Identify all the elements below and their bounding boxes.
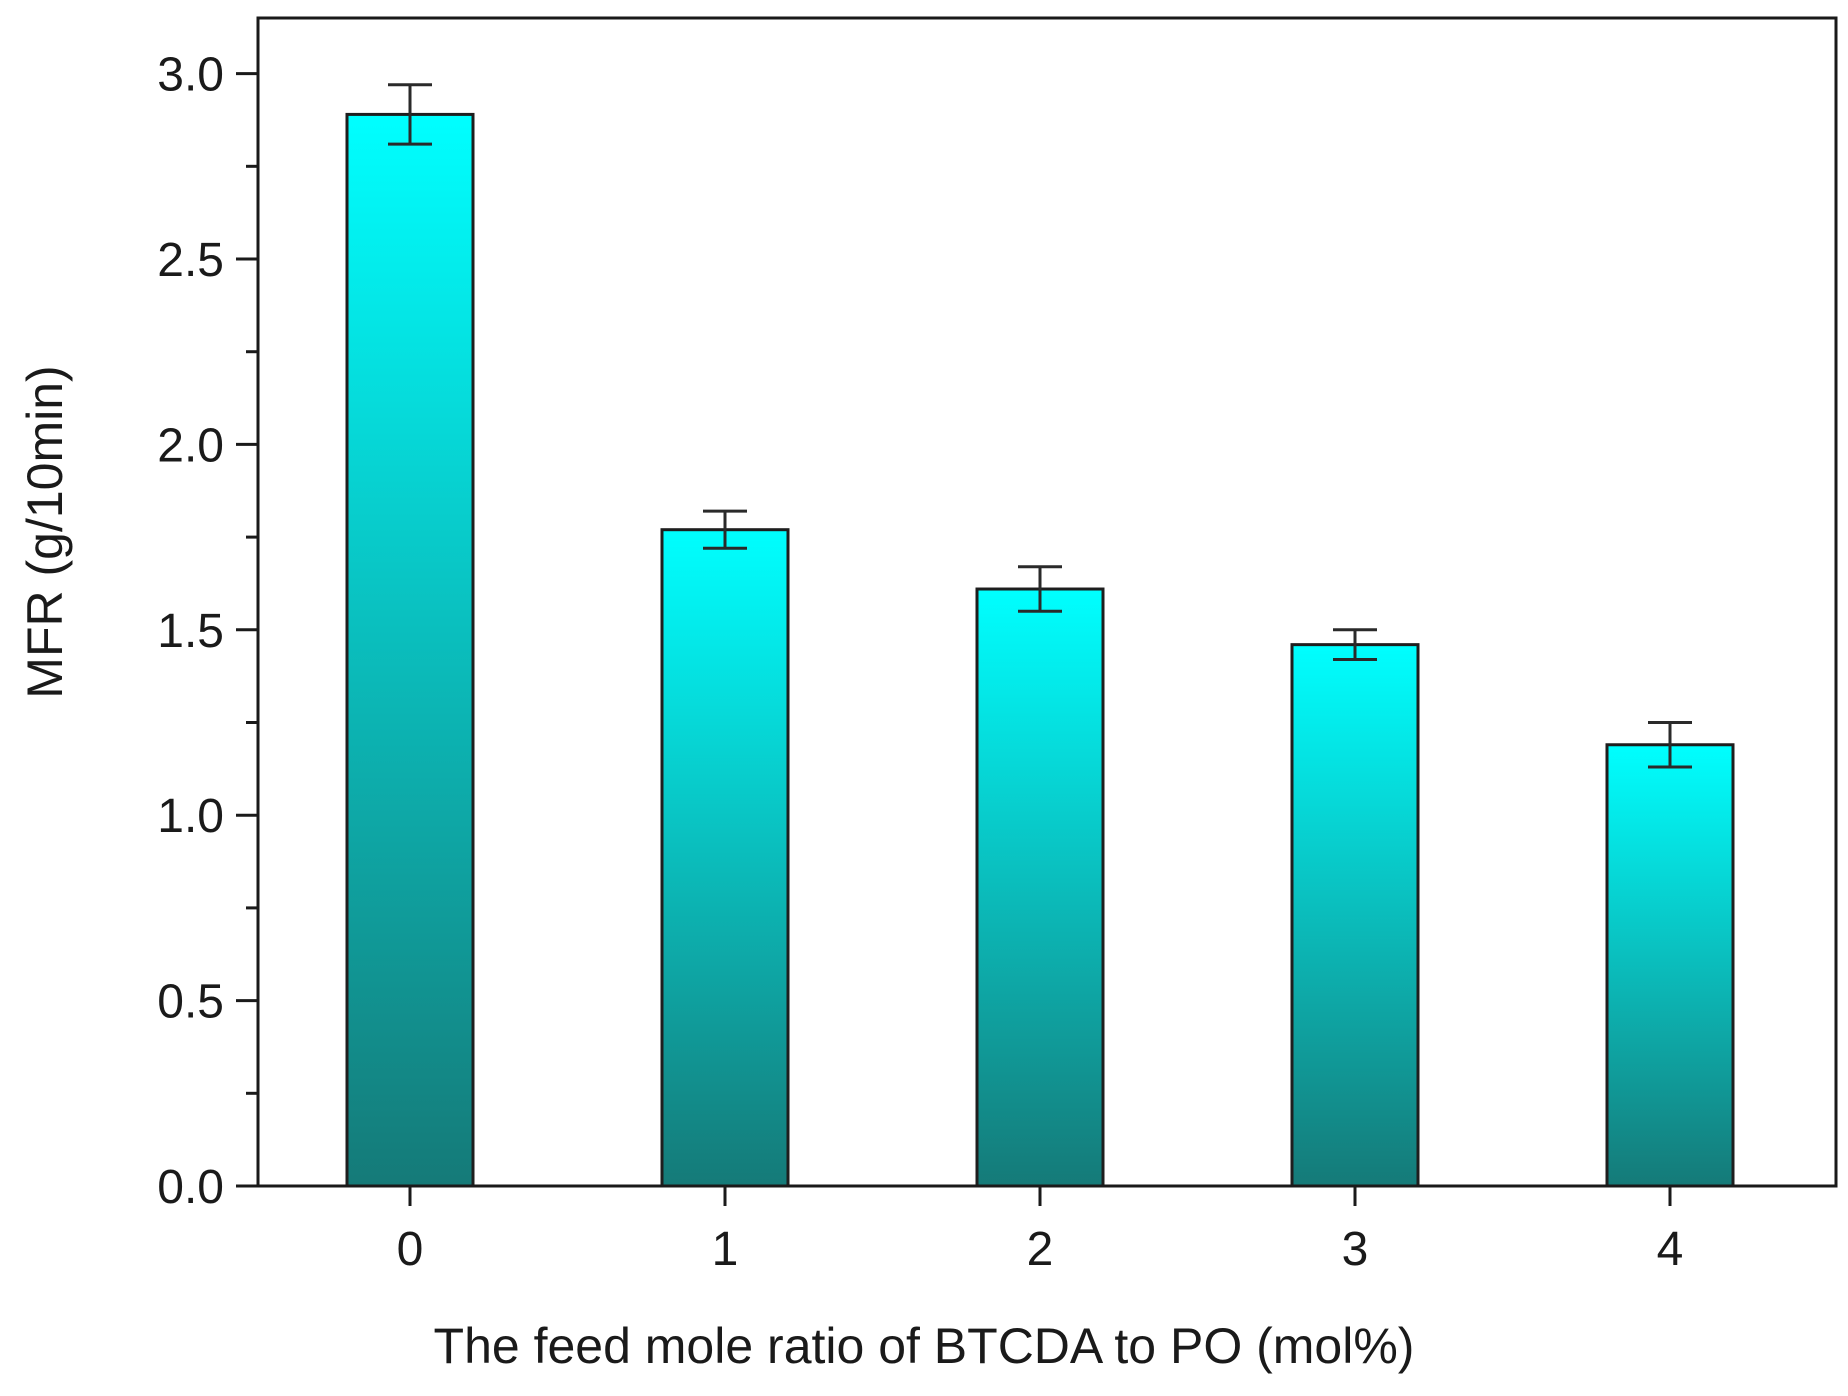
x-axis-ticks: 0 1 2 3 4 bbox=[397, 1186, 1684, 1276]
error-bar-0 bbox=[388, 83, 432, 146]
bar-4 bbox=[1605, 743, 1735, 1188]
y-tick-label: 3.0 bbox=[157, 49, 224, 102]
bar-0 bbox=[345, 112, 475, 1188]
error-bar-4 bbox=[1648, 721, 1692, 769]
y-axis-title: MFR (g/10min) bbox=[17, 365, 73, 698]
x-tick-label: 2 bbox=[1027, 1223, 1054, 1276]
y-tick-label: 0.5 bbox=[157, 976, 224, 1029]
x-tick-label: 3 bbox=[1342, 1223, 1369, 1276]
plot-frame bbox=[256, 16, 1838, 1188]
bar-2 bbox=[975, 587, 1105, 1188]
error-bar-1 bbox=[703, 509, 747, 550]
x-tick-label: 4 bbox=[1657, 1223, 1684, 1276]
error-bars-layer bbox=[388, 83, 1692, 769]
error-bar-2 bbox=[1018, 565, 1062, 613]
y-tick-label: 2.0 bbox=[157, 419, 224, 472]
x-axis-title: The feed mole ratio of BTCDA to PO (mol%… bbox=[434, 1318, 1415, 1374]
y-tick-label: 0.0 bbox=[157, 1161, 224, 1214]
bars-layer bbox=[345, 112, 1735, 1188]
x-tick-label: 1 bbox=[712, 1223, 739, 1276]
y-axis-ticks: 0.0 0.5 1.0 1.5 2.0 2.5 3.0 bbox=[157, 49, 258, 1214]
y-tick-label: 1.5 bbox=[157, 605, 224, 658]
y-tick-label: 1.0 bbox=[157, 790, 224, 843]
y-tick-label: 2.5 bbox=[157, 234, 224, 287]
bar-3 bbox=[1290, 643, 1420, 1188]
x-tick-label: 0 bbox=[397, 1223, 424, 1276]
bar-1 bbox=[660, 528, 790, 1188]
error-bar-3 bbox=[1333, 628, 1377, 661]
